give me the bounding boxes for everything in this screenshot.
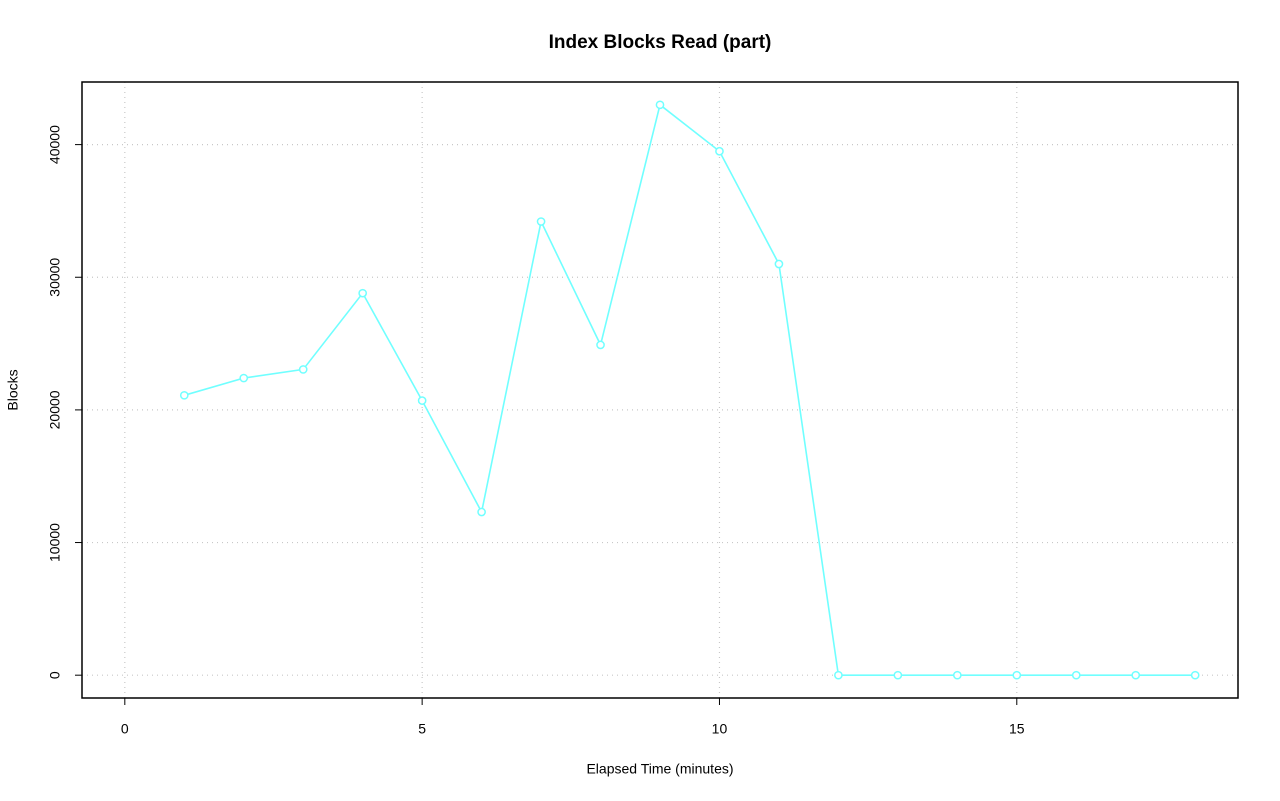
grid — [82, 82, 1238, 698]
x-tick-label: 15 — [1009, 721, 1025, 737]
data-point — [893, 670, 903, 680]
data-point — [1071, 670, 1081, 680]
x-tick-label: 5 — [418, 721, 426, 737]
data-point — [1131, 670, 1141, 680]
x-tick-label: 0 — [121, 721, 129, 737]
data-point — [417, 396, 427, 405]
data-point — [298, 365, 308, 374]
data-point — [536, 217, 546, 226]
plot-frame — [81, 81, 1239, 699]
data-point — [1190, 670, 1200, 680]
data-point — [834, 670, 843, 680]
plot-area — [179, 100, 1200, 680]
data-point — [596, 340, 605, 350]
series-line — [184, 103, 1196, 676]
data-point — [774, 259, 784, 269]
data-point — [179, 390, 189, 400]
data-point — [477, 507, 486, 517]
x-axis-label: Elapsed Time (minutes) — [586, 761, 733, 777]
y-tick-label: 30000 — [47, 258, 63, 297]
chart-title: Index Blocks Read (part) — [549, 32, 772, 53]
y-tick-label: 20000 — [47, 390, 63, 429]
data-point — [239, 373, 249, 383]
data-point — [1012, 670, 1022, 680]
y-tick-label: 0 — [47, 671, 63, 679]
y-axis-label: Blocks — [5, 369, 21, 410]
data-point — [715, 146, 724, 156]
data-point — [358, 288, 368, 298]
y-tick-label: 10000 — [47, 523, 63, 562]
data-point — [655, 100, 665, 110]
data-point — [952, 670, 962, 680]
y-tick-label: 40000 — [47, 125, 63, 164]
x-tick-label: 10 — [712, 721, 728, 737]
